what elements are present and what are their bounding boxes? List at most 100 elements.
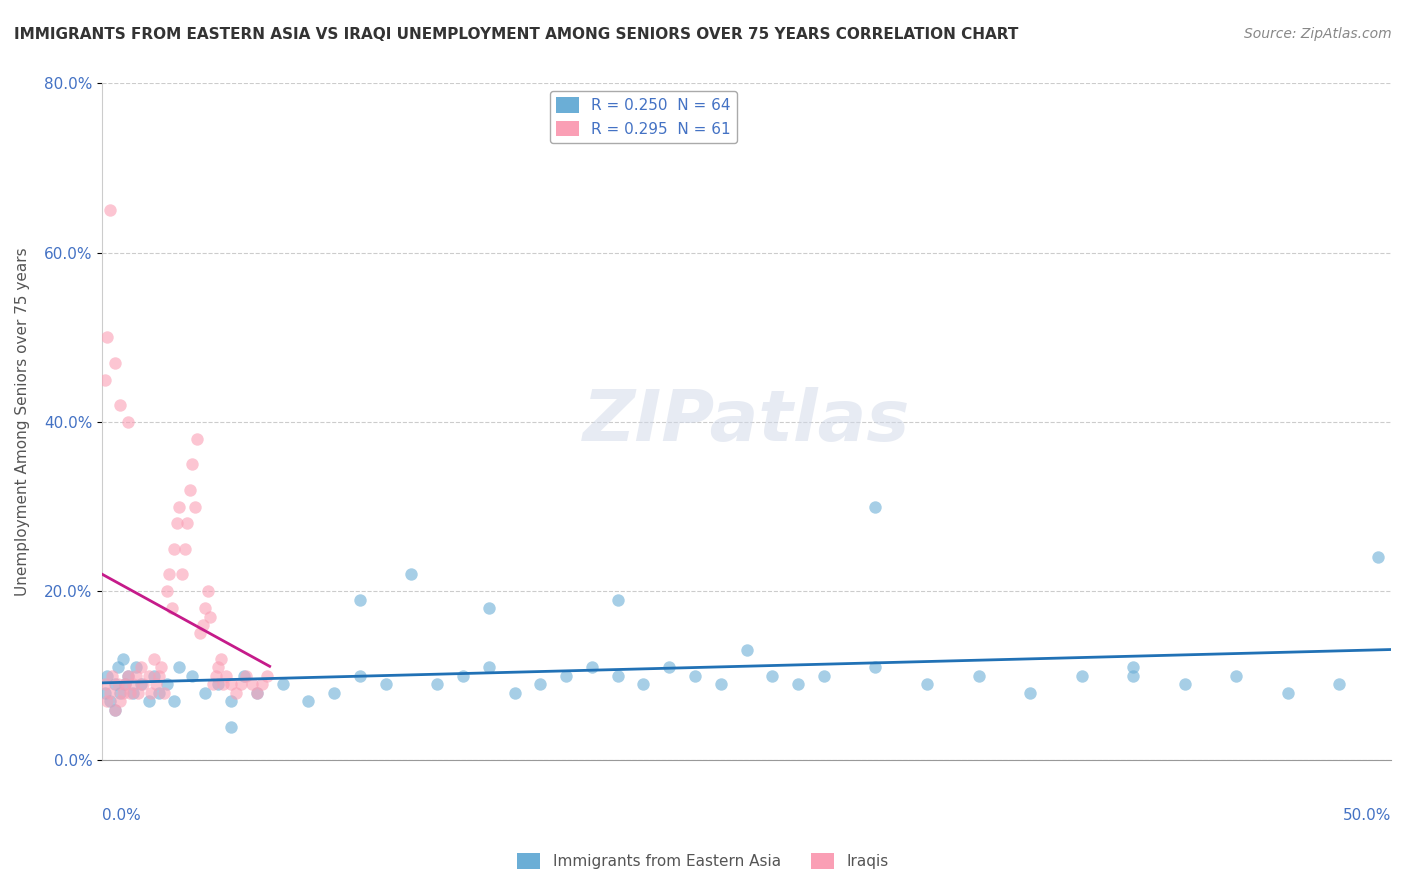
Point [108, 398, 131, 412]
Point [606, 592, 628, 607]
Point [194, 601, 217, 615]
Point [96, 330, 118, 344]
Point [555, 669, 578, 683]
Point [219, 677, 242, 691]
Point [184, 500, 207, 514]
Point [181, 457, 204, 471]
Point [1277, 686, 1299, 700]
Point [107, 677, 129, 691]
Point [256, 669, 278, 683]
Point [117, 669, 139, 683]
Point [581, 660, 603, 674]
Point [96, 669, 118, 683]
Point [107, 660, 129, 674]
Point [170, 567, 193, 582]
Point [111, 652, 134, 666]
Point [240, 677, 263, 691]
Point [374, 677, 396, 691]
Text: IMMIGRANTS FROM EASTERN ASIA VS IRAQI UNEMPLOYMENT AMONG SENIORS OVER 75 YEARS C: IMMIGRANTS FROM EASTERN ASIA VS IRAQI UN… [14, 27, 1018, 42]
Point [145, 677, 167, 691]
Point [201, 677, 224, 691]
Point [101, 669, 124, 683]
Point [231, 677, 253, 691]
Point [232, 669, 254, 683]
Point [142, 669, 165, 683]
Point [503, 686, 526, 700]
Point [1070, 669, 1092, 683]
Point [219, 694, 242, 708]
Point [235, 669, 257, 683]
Point [194, 686, 217, 700]
Point [401, 567, 423, 582]
Point [209, 652, 232, 666]
Point [683, 669, 706, 683]
Point [529, 677, 551, 691]
Point [132, 677, 155, 691]
Point [735, 643, 758, 657]
Point [1225, 669, 1247, 683]
Point [225, 686, 247, 700]
Point [104, 703, 127, 717]
Point [138, 694, 160, 708]
Point [114, 677, 136, 691]
Point [215, 669, 238, 683]
Point [191, 618, 214, 632]
Point [1367, 550, 1389, 565]
Point [93, 686, 115, 700]
Point [297, 694, 319, 708]
Point [207, 677, 229, 691]
Point [1019, 686, 1042, 700]
Y-axis label: Unemployment Among Seniors over 75 years: Unemployment Among Seniors over 75 years [15, 248, 30, 596]
Point [169, 500, 191, 514]
Point [129, 677, 152, 691]
Point [117, 669, 139, 683]
Point [139, 686, 162, 700]
Point [148, 686, 170, 700]
Point [633, 677, 655, 691]
Point [117, 415, 139, 429]
Point [124, 660, 146, 674]
Point [658, 660, 681, 674]
Point [813, 669, 835, 683]
Point [349, 592, 371, 607]
Point [246, 686, 269, 700]
Point [207, 660, 229, 674]
Point [865, 660, 887, 674]
Point [166, 516, 188, 531]
Point [120, 686, 142, 700]
Point [426, 677, 449, 691]
Point [1122, 660, 1144, 674]
Point [142, 652, 165, 666]
Point [157, 567, 180, 582]
Legend: R = 0.250  N = 64, R = 0.295  N = 61: R = 0.250 N = 64, R = 0.295 N = 61 [550, 91, 737, 143]
Point [246, 686, 269, 700]
Text: 0.0%: 0.0% [103, 808, 141, 822]
Point [478, 601, 501, 615]
Point [129, 660, 152, 674]
Point [197, 584, 219, 599]
Point [104, 677, 127, 691]
Point [124, 669, 146, 683]
Point [173, 541, 195, 556]
Legend: Immigrants from Eastern Asia, Iraqis: Immigrants from Eastern Asia, Iraqis [512, 847, 894, 875]
Point [122, 677, 145, 691]
Point [108, 694, 131, 708]
Point [200, 609, 222, 624]
Point [155, 677, 177, 691]
Point [186, 432, 208, 446]
Point [155, 584, 177, 599]
Point [1122, 669, 1144, 683]
Point [478, 660, 501, 674]
Point [181, 669, 204, 683]
Point [967, 669, 990, 683]
Point [153, 686, 176, 700]
Text: Source: ZipAtlas.com: Source: ZipAtlas.com [1244, 27, 1392, 41]
Point [160, 601, 183, 615]
Text: ZIPatlas: ZIPatlas [583, 387, 910, 457]
Point [219, 720, 242, 734]
Point [108, 686, 131, 700]
Point [176, 516, 198, 531]
Point [111, 686, 134, 700]
Point [122, 686, 145, 700]
Point [451, 669, 474, 683]
